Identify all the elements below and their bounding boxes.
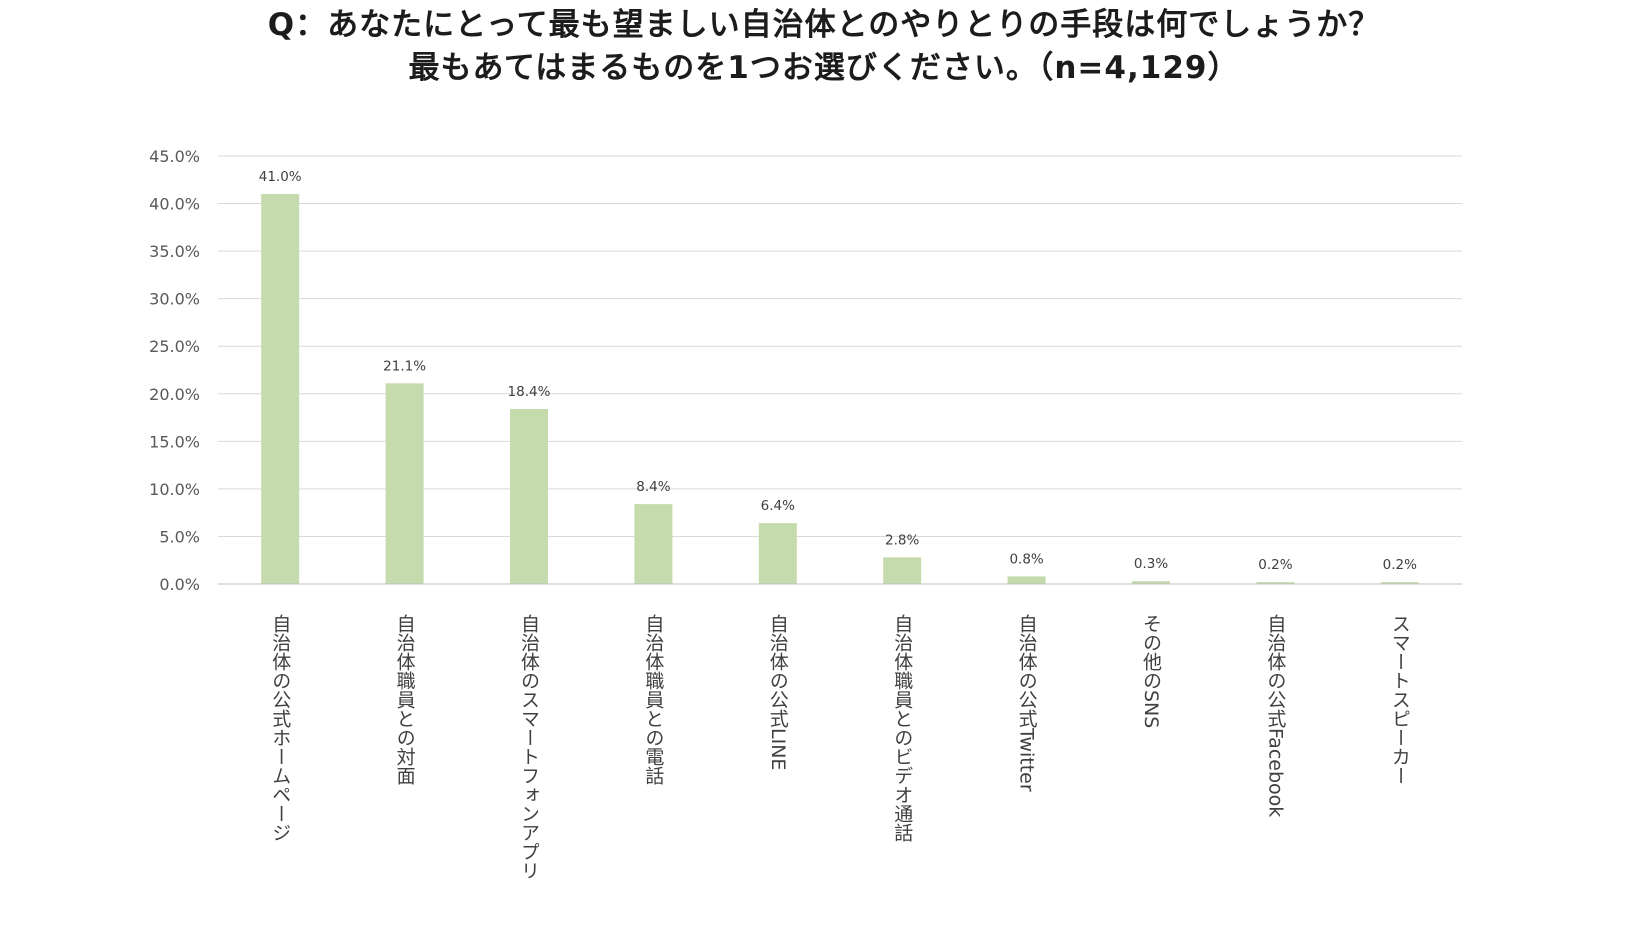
y-tick-label: 5.0% bbox=[159, 527, 200, 546]
data-label: 8.4% bbox=[636, 479, 670, 495]
data-label: 41.0% bbox=[259, 169, 302, 185]
data-label: 0.3% bbox=[1134, 556, 1168, 572]
y-tick-label: 0.0% bbox=[159, 575, 200, 594]
category-label: その他のSNS bbox=[1140, 614, 1162, 728]
y-tick-label: 20.0% bbox=[149, 385, 200, 404]
data-label: 6.4% bbox=[761, 498, 795, 514]
bars bbox=[261, 194, 1419, 585]
y-tick-label: 30.0% bbox=[149, 290, 200, 309]
data-label: 2.8% bbox=[885, 532, 919, 548]
chart-title-line-2: 最もあてはまるものを1つお選びください。（n=4,129） bbox=[408, 50, 1240, 86]
bar bbox=[883, 557, 922, 584]
chart-title: Q：あなたにとって最も望ましい自治体とのやりとりの手段は何でしょうか？ 最もあて… bbox=[0, 4, 1648, 90]
data-label: 0.2% bbox=[1383, 557, 1417, 573]
bar bbox=[758, 523, 797, 584]
chart-title-line-1: Q：あなたにとって最も望ましい自治体とのやりとりの手段は何でしょうか？ bbox=[267, 7, 1381, 43]
data-label: 18.4% bbox=[508, 384, 551, 400]
data-label: 0.2% bbox=[1258, 557, 1292, 573]
bar bbox=[1007, 576, 1046, 584]
data-label: 0.8% bbox=[1009, 551, 1043, 567]
bar bbox=[1256, 582, 1295, 584]
y-tick-label: 25.0% bbox=[149, 337, 200, 356]
category-label: 自治体の公式Twitter bbox=[1016, 614, 1038, 792]
y-tick-label: 35.0% bbox=[149, 242, 200, 261]
bar bbox=[385, 383, 424, 584]
bar bbox=[634, 504, 673, 584]
y-axis-tick-labels: 0.0% 5.0% 10.0% 15.0% 20.0% 25.0% 30.0% 35.0% 40… bbox=[149, 147, 200, 594]
category-label: 自治体の公式LINE bbox=[767, 614, 789, 771]
y-tick-label: 40.0% bbox=[149, 195, 200, 214]
bar bbox=[1132, 581, 1170, 584]
category-label: 自治体職員との電話 bbox=[642, 614, 664, 785]
category-label: 自治体職員との対面 bbox=[394, 614, 416, 785]
bar bbox=[261, 194, 300, 585]
category-label: スマートスピーカー bbox=[1389, 614, 1411, 785]
gridlines bbox=[218, 155, 1462, 537]
bar bbox=[1380, 582, 1419, 584]
data-labels: 41.0% 21.1% 18.4% 8.4% 6.4% 2.8% 0.8% 0.3% 0.2% 0… bbox=[259, 169, 1417, 573]
category-label: 自治体の公式Facebook bbox=[1264, 614, 1286, 818]
data-label: 21.1% bbox=[383, 358, 426, 374]
y-tick-label: 45.0% bbox=[149, 147, 200, 166]
category-label: 自治体の公式ホームページ bbox=[269, 614, 291, 842]
category-label: 自治体職員とのビデオ通話 bbox=[891, 614, 913, 842]
bar bbox=[510, 408, 548, 584]
category-labels: 自治体の公式ホームページ 自治体職員との対面 自治体のスマートフォンアプリ 自治体職員… bbox=[269, 614, 1411, 880]
y-tick-label: 10.0% bbox=[149, 480, 200, 499]
category-label: 自治体のスマートフォンアプリ bbox=[518, 614, 540, 880]
y-tick-label: 15.0% bbox=[149, 432, 200, 451]
